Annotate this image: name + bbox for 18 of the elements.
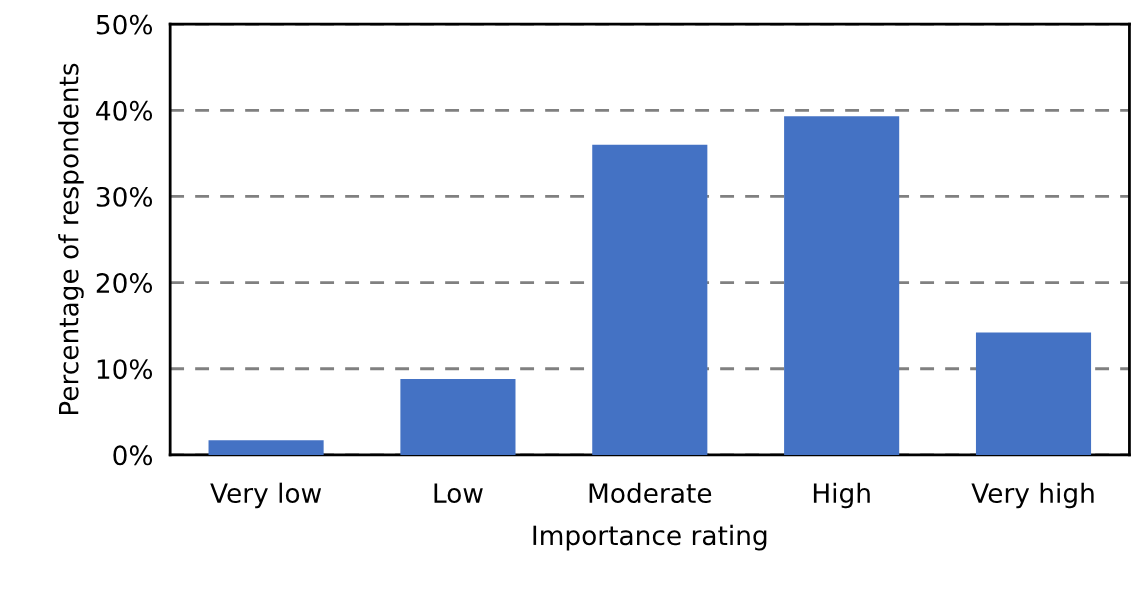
bar <box>208 440 324 455</box>
x-tick-label: Very low <box>210 482 322 509</box>
y-axis-title: Percentage of respondents <box>58 63 84 415</box>
y-tick-label: 40% <box>96 100 153 121</box>
bar <box>400 379 516 455</box>
y-tick-label: 20% <box>96 273 153 294</box>
y-tick-label: 50% <box>96 14 153 35</box>
x-tick-label: Low <box>434 483 483 504</box>
bar <box>975 332 1092 455</box>
x-axis-title: Importance rating <box>533 524 767 551</box>
bar <box>592 144 708 455</box>
y-tick-label: 0% <box>113 445 153 466</box>
x-tick-label: High <box>813 482 870 509</box>
bar <box>784 116 900 455</box>
y-tick-label: 10% <box>97 359 153 380</box>
x-tick-label: Moderate <box>589 482 712 504</box>
y-tick-label: 30% <box>96 186 153 207</box>
x-tick-label: Very high <box>971 482 1094 509</box>
